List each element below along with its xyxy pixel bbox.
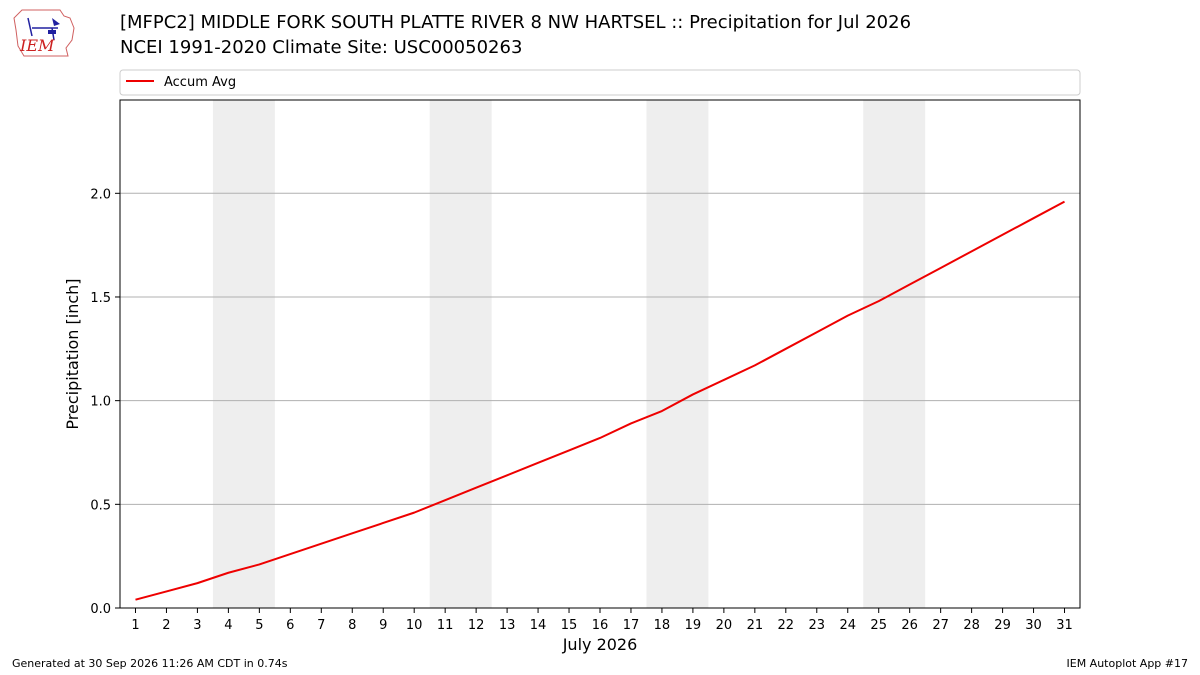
x-tick-label: 30 [1025, 618, 1042, 633]
y-tick-label: 0.5 [90, 498, 111, 513]
y-tick-label: 1.5 [90, 291, 111, 306]
x-tick-label: 8 [348, 618, 356, 633]
chart-title: [MFPC2] MIDDLE FORK SOUTH PLATTE RIVER 8… [120, 12, 912, 33]
weekend-band [646, 100, 709, 608]
x-tick-label: 21 [747, 618, 764, 633]
x-axis-label: July 2026 [562, 635, 638, 654]
x-tick-label: 18 [654, 618, 671, 633]
x-tick-label: 6 [286, 618, 294, 633]
weekend-band [429, 100, 492, 608]
y-tick-label: 0.0 [90, 602, 111, 617]
x-tick-label: 7 [317, 618, 325, 633]
x-tick-label: 27 [932, 618, 949, 633]
x-tick-label: 17 [623, 618, 640, 633]
x-tick-label: 2 [162, 618, 170, 633]
y-axis-label: Precipitation [inch] [63, 278, 82, 429]
series-line-accum-avg [135, 200, 1065, 601]
x-tick-label: 28 [963, 618, 980, 633]
x-tick-label: 5 [255, 618, 263, 633]
legend-box [119, 69, 1081, 96]
x-tick-label: 22 [778, 618, 795, 633]
x-tick-label: 24 [839, 618, 856, 633]
chart-subtitle: NCEI 1991-2020 Climate Site: USC00050263 [120, 37, 523, 58]
x-tick-label: 1 [131, 618, 139, 633]
x-tick-label: 11 [437, 618, 454, 633]
x-tick-label: 20 [716, 618, 733, 633]
x-tick-label: 29 [994, 618, 1011, 633]
x-tick-label: 3 [193, 618, 201, 633]
x-tick-label: 26 [901, 618, 918, 633]
x-tick-label: 25 [870, 618, 887, 633]
weekend-band [863, 100, 926, 608]
y-tick-label: 2.0 [90, 187, 111, 202]
logo-text: IEM [19, 36, 55, 55]
x-tick-label: 9 [379, 618, 387, 633]
x-tick-label: 12 [468, 618, 485, 633]
legend: Accum Avg [119, 69, 1081, 96]
y-tick-label: 1.0 [90, 395, 111, 410]
weekend-band [212, 100, 275, 608]
x-tick-label: 16 [592, 618, 609, 633]
x-tick-label: 31 [1056, 618, 1073, 633]
x-tick-label: 23 [809, 618, 826, 633]
legend-label: Accum Avg [164, 75, 236, 90]
app-label: IEM Autoplot App #17 [1066, 657, 1189, 670]
x-tick-label: 19 [685, 618, 702, 633]
generated-timestamp: Generated at 30 Sep 2026 11:26 AM CDT in… [12, 657, 288, 670]
x-tick-label: 15 [561, 618, 578, 633]
x-tick-label: 13 [499, 618, 516, 633]
x-tick-label: 14 [530, 618, 547, 633]
iem-logo: IEM [13, 9, 75, 57]
x-tick-label: 4 [224, 618, 232, 633]
x-tick-label: 10 [406, 618, 423, 633]
